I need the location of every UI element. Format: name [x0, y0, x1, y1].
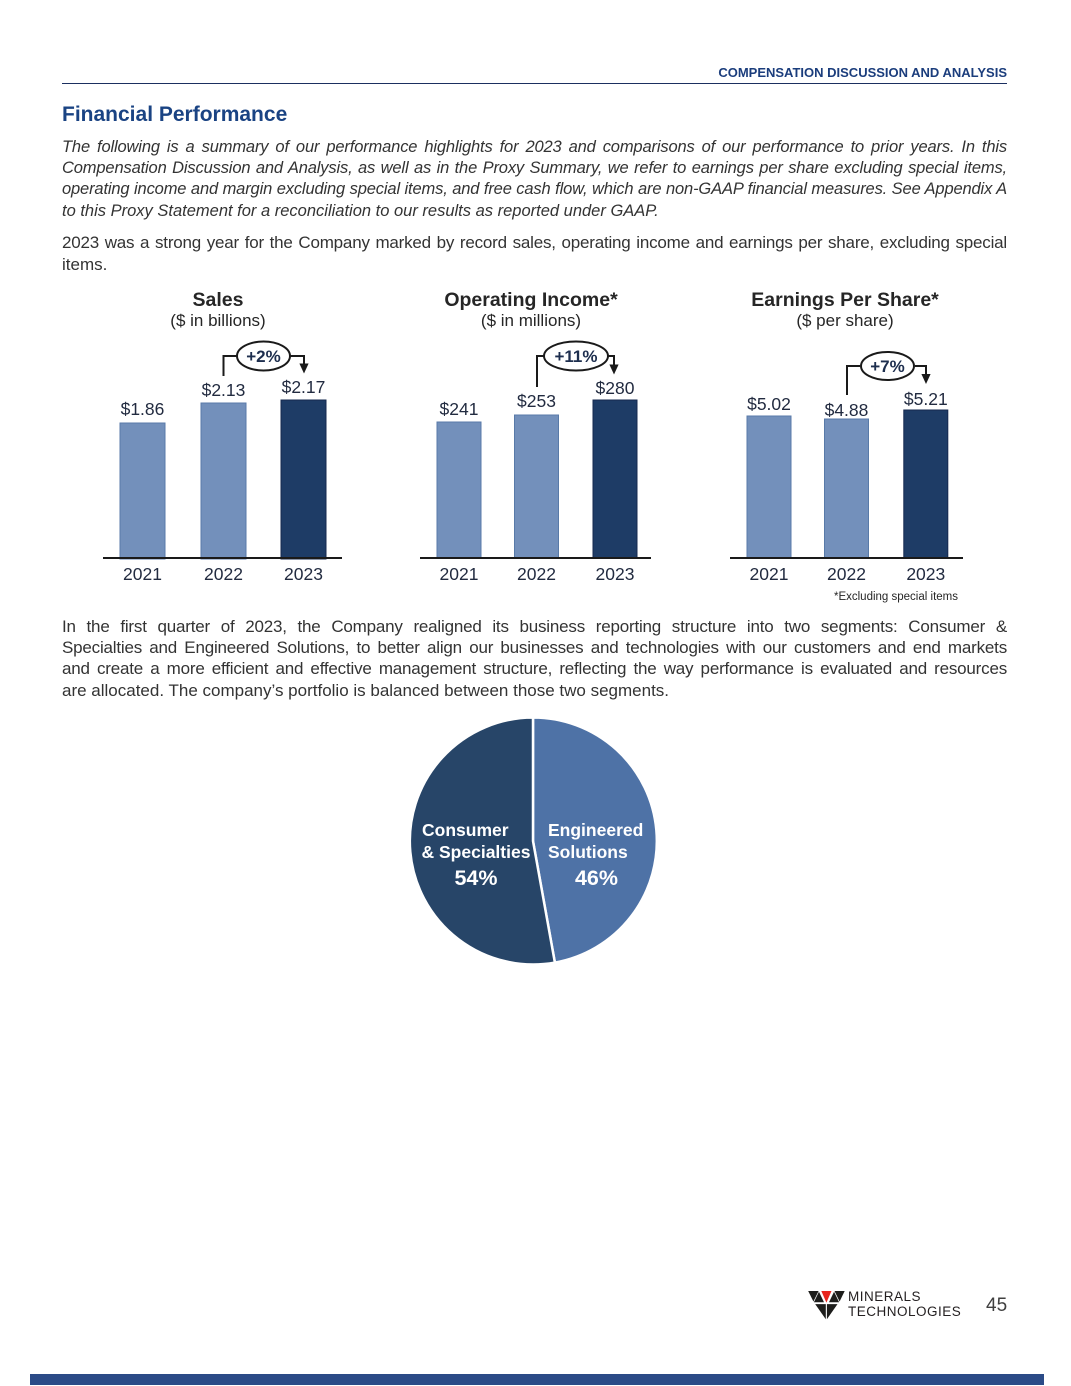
svg-text:2021: 2021 [750, 564, 789, 584]
svg-text:Solutions: Solutions [548, 842, 628, 862]
svg-text:$2.17: $2.17 [282, 377, 326, 397]
svg-text:*Excluding special items: *Excluding special items [834, 591, 958, 603]
svg-text:($ in millions): ($ in millions) [481, 311, 581, 330]
svg-text:2023: 2023 [596, 564, 635, 584]
svg-text:Operating Income*: Operating Income* [444, 289, 618, 311]
svg-text:2022: 2022 [827, 564, 866, 584]
svg-text:+7%: +7% [870, 357, 905, 376]
svg-text:Earnings Per Share*: Earnings Per Share* [751, 289, 939, 311]
svg-text:2023: 2023 [906, 564, 945, 584]
svg-text:Consumer: Consumer [422, 820, 509, 840]
svg-text:2021: 2021 [123, 564, 162, 584]
svg-text:+11%: +11% [554, 347, 597, 366]
svg-text:$5.02: $5.02 [747, 394, 791, 414]
svg-text:$2.13: $2.13 [202, 380, 246, 400]
svg-text:2023: 2023 [284, 564, 323, 584]
svg-text:+2%: +2% [246, 347, 281, 366]
svg-text:& Specialties: & Specialties [422, 842, 531, 862]
svg-text:2021: 2021 [440, 564, 479, 584]
svg-text:54%: 54% [454, 866, 497, 890]
svg-text:2022: 2022 [204, 564, 243, 584]
svg-text:($ per share): ($ per share) [796, 311, 893, 330]
svg-text:$280: $280 [596, 378, 635, 398]
svg-text:$1.86: $1.86 [121, 399, 165, 419]
svg-text:$241: $241 [440, 399, 479, 419]
svg-text:46%: 46% [575, 866, 618, 890]
svg-text:($ in billions): ($ in billions) [170, 311, 265, 330]
svg-text:Sales: Sales [193, 289, 244, 311]
svg-text:Engineered: Engineered [548, 820, 643, 840]
svg-text:$253: $253 [517, 391, 556, 411]
svg-text:2022: 2022 [517, 564, 556, 584]
svg-text:$4.88: $4.88 [825, 400, 869, 420]
svg-text:$5.21: $5.21 [904, 389, 948, 409]
